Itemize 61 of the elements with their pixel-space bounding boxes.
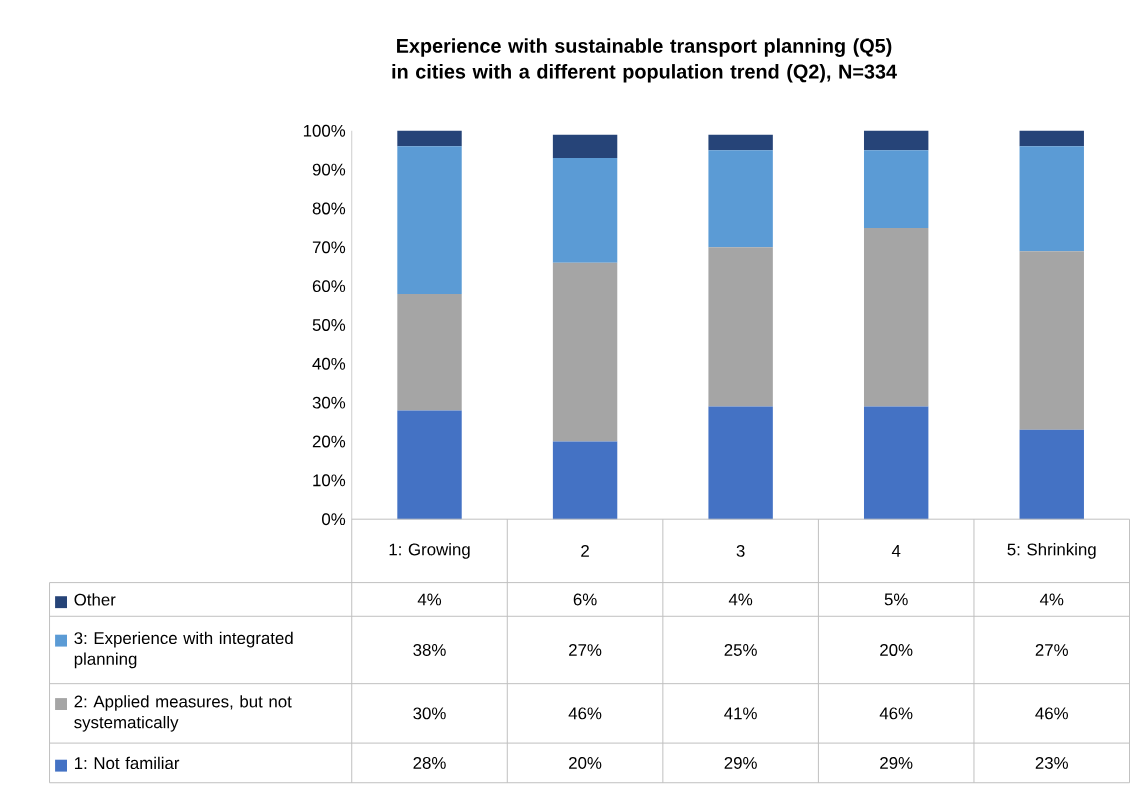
legend-label: Other — [74, 593, 116, 606]
data-label: 46% — [1035, 707, 1068, 720]
data-label: 4% — [728, 593, 753, 606]
y-tick-label: 0% — [322, 513, 346, 526]
bar — [552, 134, 618, 159]
legend-label: 3: Experience with integrated planning — [74, 631, 293, 669]
bar — [1019, 430, 1084, 520]
bar — [708, 247, 773, 407]
y-tick-label: 20% — [312, 435, 346, 448]
data-label: 4% — [417, 593, 442, 606]
x-tick-label: 2 — [581, 545, 589, 558]
y-tick-label: 50% — [312, 319, 346, 332]
legend-label: 1: Not familiar — [74, 756, 180, 770]
data-label: 23% — [1035, 757, 1068, 770]
data-label: 27% — [1035, 644, 1068, 657]
y-tick-label: 100% — [303, 125, 346, 137]
data-label: 30% — [413, 707, 446, 720]
y-tick-label: 30% — [312, 396, 346, 409]
bar — [552, 441, 618, 520]
bar — [397, 131, 462, 147]
bar — [708, 406, 773, 520]
legend-label: 2: Applied measures, but not systematically — [74, 695, 292, 732]
data-label: 25% — [724, 644, 757, 657]
bar — [1019, 131, 1084, 147]
data-label: 20% — [880, 644, 913, 657]
data-label: 5% — [884, 593, 908, 606]
x-tick-label: 4 — [891, 545, 901, 557]
bar — [397, 146, 462, 295]
data-label: 38% — [413, 644, 446, 657]
bar — [397, 410, 462, 520]
chart-title: Experience with sustainable transport planning (Q5) in cities with a different population trend (Q2), N=334 — [392, 38, 897, 83]
data-label: 41% — [724, 707, 757, 720]
data-label: 20% — [569, 757, 602, 770]
y-tick-label: 70% — [312, 241, 346, 254]
y-tick-label: 90% — [312, 163, 346, 176]
bar — [863, 150, 929, 229]
y-tick-label: 40% — [312, 358, 346, 371]
bar — [1019, 251, 1084, 431]
bar — [863, 406, 929, 520]
data-label: 29% — [880, 757, 913, 770]
bar — [708, 150, 773, 248]
bar — [1019, 146, 1084, 252]
x-tick-label: 3 — [736, 545, 745, 558]
bar — [552, 158, 618, 264]
y-tick-label: 60% — [312, 280, 346, 293]
bar — [397, 294, 462, 411]
data-label: 4% — [1039, 593, 1064, 606]
bar — [552, 263, 618, 442]
x-tick-label: 5: Shrinking — [1007, 543, 1096, 559]
bar — [708, 134, 773, 151]
data-label: 46% — [568, 707, 602, 720]
x-tick-label: 1: Growing — [389, 543, 470, 559]
data-label: 6% — [573, 593, 597, 606]
bar — [863, 131, 929, 151]
data-label: 29% — [724, 757, 757, 770]
y-tick-label: 80% — [312, 202, 346, 215]
data-label: 46% — [879, 707, 913, 720]
y-tick-label: 10% — [313, 474, 346, 487]
data-label: 28% — [413, 757, 446, 770]
data-label: 27% — [569, 644, 602, 657]
bar — [863, 228, 929, 407]
